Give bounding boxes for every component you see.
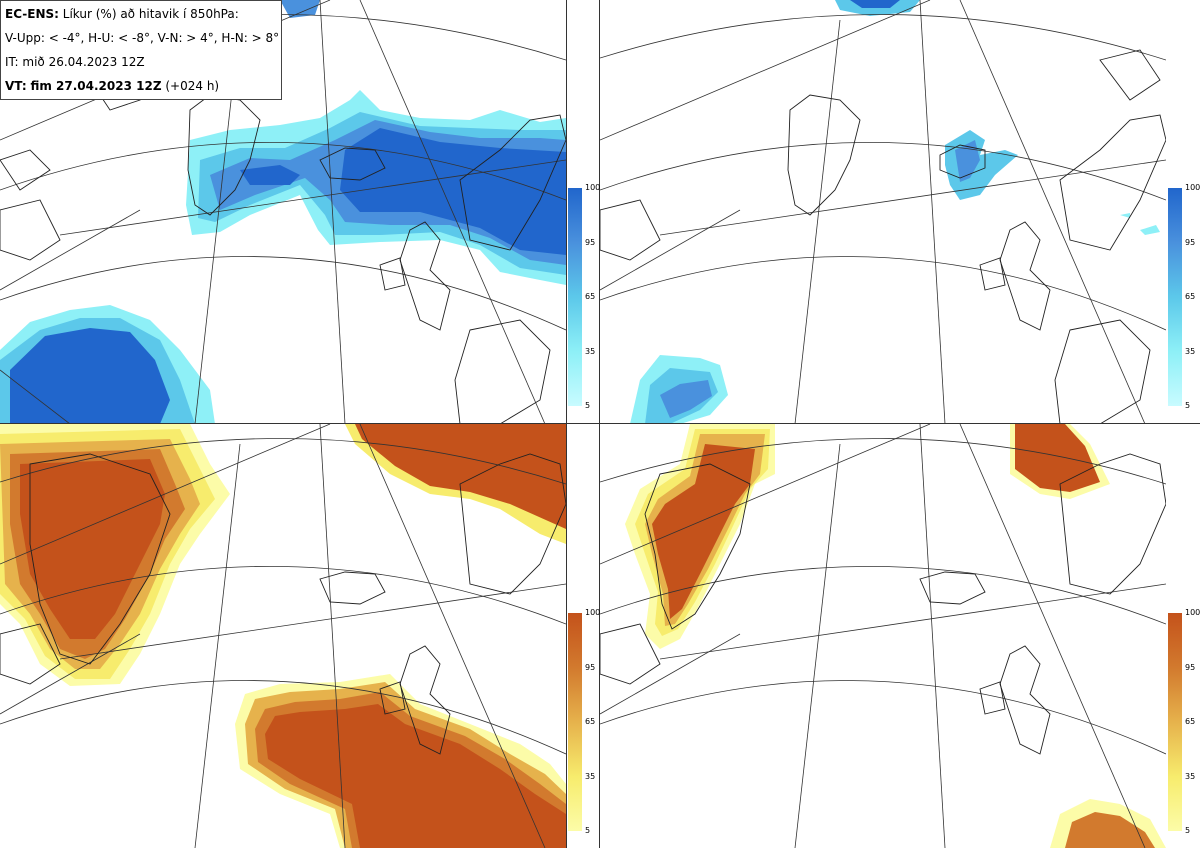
probability-map: [600, 0, 1166, 424]
colorbar-tick-label: 95: [585, 237, 596, 247]
colorbar-orange-left: 100 95 65 35 5: [568, 609, 600, 835]
probability-map: [600, 424, 1166, 848]
colorbar-tick-label: 35: [585, 771, 596, 781]
coastlines: [600, 453, 1166, 755]
colorbar-segment: [568, 667, 582, 722]
map-panel-top-left: EC-ENS: Líkur (%) að hitavik í 850hPa: V…: [0, 0, 566, 424]
colorbar-tick-label: 5: [585, 826, 591, 835]
colorbar-segment: [1168, 242, 1182, 297]
colorbar-segment: [1168, 613, 1182, 668]
probability-field: [625, 424, 1166, 848]
probability-map: [0, 424, 566, 848]
colorbar-segment: [568, 722, 582, 777]
colorbar-blue-left: 100 95 65 35 5: [568, 184, 600, 410]
colorbar-tick-label: 65: [1185, 717, 1196, 726]
panel-separator: [566, 0, 600, 848]
colorbar-segment: [1168, 667, 1182, 722]
graticule-lines: [0, 424, 566, 848]
colorbar-segment: [568, 613, 582, 668]
probability-field: [0, 0, 566, 424]
colorbar-tick-label: 100: [1185, 608, 1200, 617]
graticule-lines: [600, 0, 1166, 424]
colorbar-orange-right: 100 95 65 35 5: [1168, 609, 1200, 835]
colorbar-tick-label: 5: [1185, 826, 1191, 835]
colorbar-segment: [568, 297, 582, 352]
colorbar-tick-label: 65: [1185, 292, 1196, 301]
colorbar-segment: [1168, 351, 1182, 406]
colorbar-tick-label: 95: [585, 662, 596, 672]
probability-field: [630, 0, 1160, 424]
model-name: EC-ENS:: [5, 7, 59, 21]
colorbar-segment: [568, 351, 582, 406]
colorbar-segment: [1168, 188, 1182, 243]
colorbar-segment: [568, 242, 582, 297]
initial-time: IT: mið 26.04.2023 12Z: [5, 55, 145, 69]
forecast-info-box: EC-ENS: Líkur (%) að hitavik í 850hPa: V…: [0, 0, 282, 100]
colorbar-tick-label: 100: [585, 608, 601, 617]
colorbar-blue-right: 100 95 65 35 5: [1168, 184, 1200, 410]
graticule-lines: [0, 0, 566, 424]
lead-time: (+024 h): [165, 79, 220, 93]
valid-label: VT:: [5, 79, 27, 93]
colorbar-segment: [568, 188, 582, 243]
colorbar-tick-label: 95: [1185, 237, 1196, 247]
colorbar-tick-label: 100: [1185, 183, 1200, 192]
coastlines: [600, 49, 1166, 424]
colorbar-tick-label: 65: [585, 292, 596, 301]
colorbar-tick-label: 5: [1185, 401, 1191, 410]
colorbar-tick-label: 5: [585, 401, 591, 410]
colorbar-tick-label: 35: [1185, 346, 1196, 356]
horizontal-panel-edge: [0, 423, 1200, 424]
colorbar-segment: [1168, 776, 1182, 831]
colorbar-segment: [1168, 297, 1182, 352]
colorbar-tick-label: 65: [585, 717, 596, 726]
graticule-lines: [600, 424, 1166, 848]
colorbar-tick-label: 35: [1185, 771, 1196, 781]
valid-time: fim 27.04.2023 12Z: [30, 79, 162, 93]
forecast-title: Líkur (%) að hitavik í 850hPa:: [62, 7, 239, 21]
map-panel-bottom-right: [600, 424, 1166, 848]
probability-field: [0, 424, 566, 848]
colorbar-tick-label: 100: [585, 183, 601, 192]
map-panel-bottom-left: [0, 424, 566, 848]
colorbar-tick-label: 95: [1185, 662, 1196, 672]
category-legend: V-Upp: < -4°, H-U: < -8°, V-N: > 4°, H-N…: [5, 31, 280, 45]
colorbar-segment: [1168, 722, 1182, 777]
coastlines: [0, 453, 566, 755]
map-panel-top-right: [600, 0, 1166, 424]
colorbar-tick-label: 35: [585, 346, 596, 356]
colorbar-segment: [568, 776, 582, 831]
probability-map: [0, 0, 566, 424]
